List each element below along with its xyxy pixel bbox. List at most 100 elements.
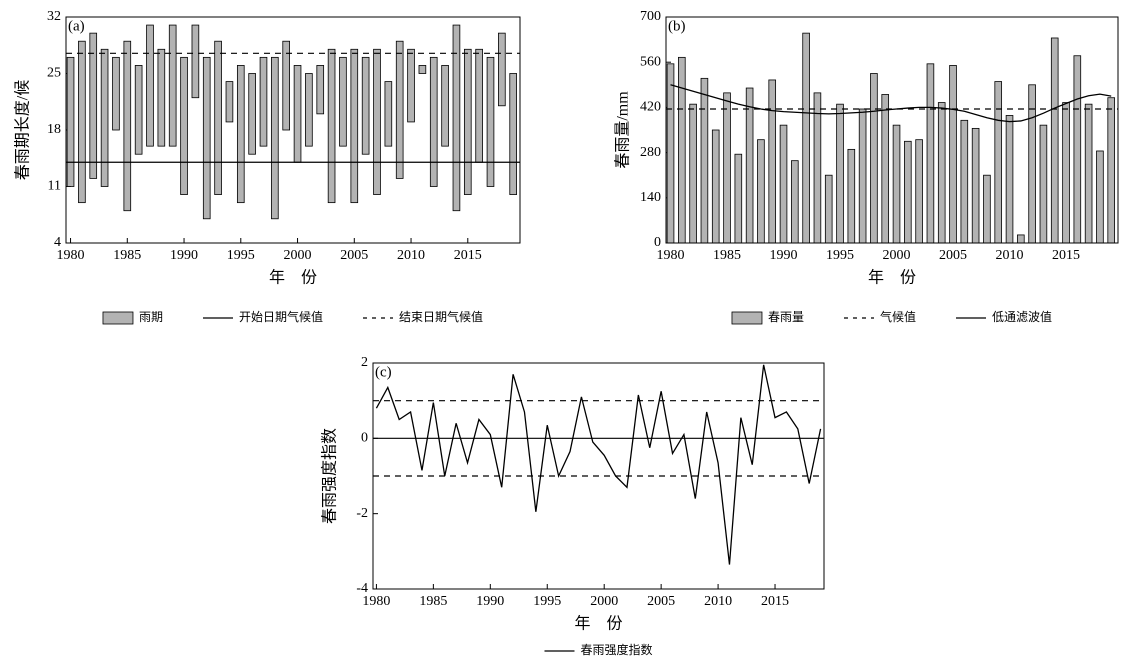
range-bar [236,65,245,204]
bar [813,92,822,244]
x-tick-label: 2015 [761,594,789,609]
range-bar [361,56,370,155]
bar [678,56,686,244]
legend: 春雨强度指数 [544,642,653,657]
range-bar [191,24,200,99]
bar [1084,103,1093,244]
range-bar [214,40,222,195]
range-bar [350,48,359,204]
range-bar [305,73,313,147]
plot-frame [65,16,521,244]
x-tick-label: 1985 [713,248,741,263]
y-axis-label: 春雨强度指数 [321,428,339,524]
y-tick-label: 140 [640,190,661,205]
bar [1050,37,1059,244]
panel-label: (c) [375,364,392,380]
range-bar [282,40,290,131]
x-tick-label: 2010 [704,594,732,609]
bar [1017,234,1025,244]
range-bar [384,81,393,147]
range-bar [123,40,132,212]
y-tick-label: 280 [640,145,661,160]
range-bar [373,48,381,195]
bar [1073,55,1082,244]
x-tick-label: 2000 [590,594,618,609]
x-tick-label: 1995 [227,248,255,263]
x-tick-label: 1980 [57,248,85,263]
legend-label: 低通滤波值 [992,309,1052,324]
range-bar [100,48,109,187]
x-axis-label: 年 份 [269,269,317,287]
y-tick-label: 2 [361,355,368,370]
x-tick-label: 2000 [284,248,312,263]
x-tick-label: 2005 [340,248,368,263]
y-tick-label: 18 [47,122,61,137]
x-tick-label: 1990 [476,594,504,609]
y-tick-label: 32 [47,9,61,24]
line [375,364,822,565]
y-tick-label: -4 [356,581,368,596]
range-bar [146,24,154,147]
x-tick-label: 2015 [1052,248,1080,263]
bar [960,119,969,244]
x-tick-label: 1995 [533,594,561,609]
y-tick-label: 420 [640,100,661,115]
legend-label: 气候值 [880,309,916,324]
legend: 春雨量 气候值 低通滤波值 [731,309,1052,325]
bar [836,103,844,244]
range-bar [66,56,75,187]
panel: 0 140 280 420 560 700 1980 1985 1990 1995 2000 2005… [614,9,1119,287]
range-bar [452,24,461,212]
y-tick-label: 0 [654,235,661,250]
bar [926,63,935,244]
legend-label: 开始日期气候值 [239,309,323,324]
bar [870,73,878,244]
x-tick-label: 2005 [647,594,675,609]
line [670,84,1112,123]
x-tick-label: 1985 [113,248,141,263]
x-tick-label: 1995 [826,248,854,263]
bar [689,103,697,244]
range-bar [418,65,427,74]
bar [892,124,901,244]
range-bar [395,40,404,179]
range-bar [168,24,177,147]
legend-label: 雨期 [139,310,163,324]
bar [779,124,788,244]
y-tick-label: 25 [47,66,61,81]
x-tick-label: 2015 [454,248,482,263]
bar [994,81,1003,244]
x-tick-label: 2000 [883,248,911,263]
bar [700,77,709,244]
x-tick-label: 1985 [419,594,447,609]
bar [983,174,991,244]
legend: 雨期 开始日期气候值 结束日期气候值 [102,309,483,325]
bar [734,153,743,244]
y-tick-label: 560 [640,54,661,69]
bar [904,140,912,244]
x-tick-label: 2010 [397,248,425,263]
range-bar [316,65,325,115]
legend-swatch [102,311,134,325]
range-bar [271,56,279,220]
bar [1062,102,1070,244]
bar [1096,150,1104,244]
y-tick-label: 4 [54,235,61,250]
range-bar [293,65,302,163]
bar [858,108,867,244]
bar [1039,124,1048,244]
bar [723,92,731,244]
bar [881,94,890,244]
bar [768,79,777,244]
y-axis-label: 春雨量/mm [614,91,632,169]
bar [847,148,856,244]
legend-label: 结束日期气候值 [399,309,483,324]
range-bar [89,32,98,179]
bar [666,63,675,244]
range-bar [498,32,506,107]
range-bar [180,56,188,195]
bar [824,174,833,244]
range-bar [202,56,211,220]
plot-frame [665,16,1119,244]
